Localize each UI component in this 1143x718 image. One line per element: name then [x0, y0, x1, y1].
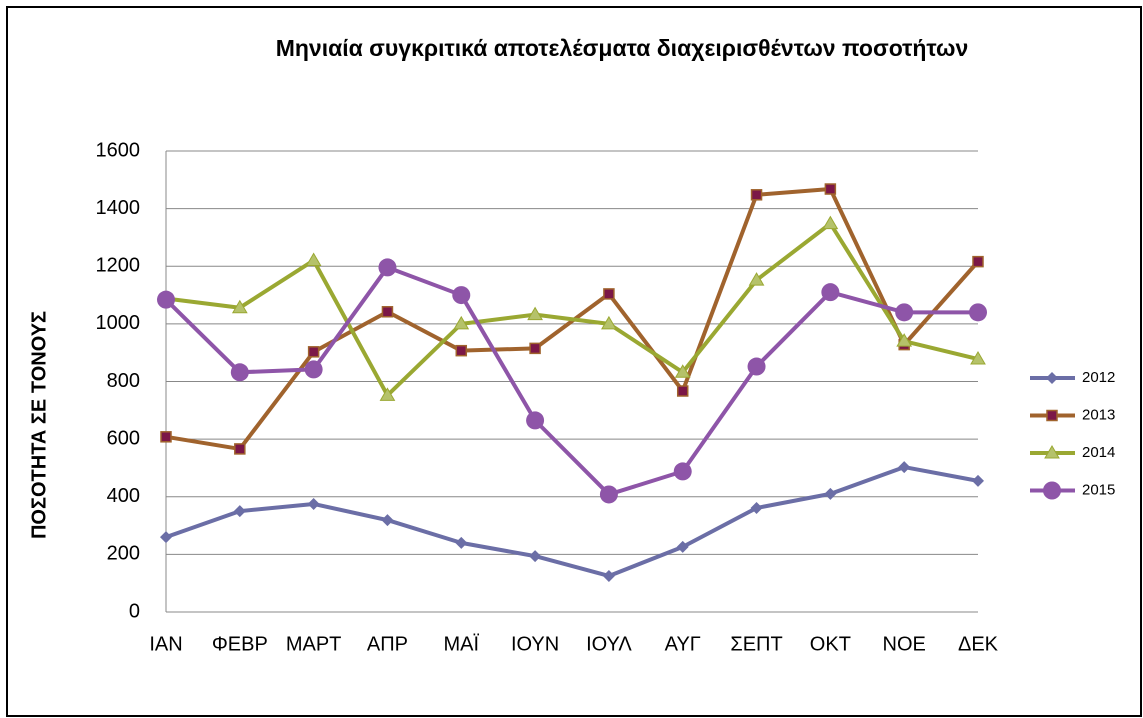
marker: [526, 411, 545, 430]
marker: [824, 183, 837, 195]
marker: [160, 431, 172, 443]
legend-marker: [1043, 481, 1061, 500]
marker: [455, 344, 468, 357]
marker: [307, 346, 320, 358]
marker: [970, 351, 986, 365]
marker: [527, 306, 543, 321]
marker: [529, 342, 541, 355]
x-tick-label: ΙΟΥΛ: [586, 633, 632, 655]
marker: [381, 306, 394, 318]
marker: [378, 258, 397, 277]
marker: [602, 569, 615, 582]
y-tick-label: 1000: [96, 312, 141, 334]
legend-label: 2014: [1082, 444, 1115, 461]
marker: [896, 333, 913, 347]
marker: [898, 461, 911, 474]
x-tick-label: ΜΑΪ: [443, 633, 479, 655]
legend-marker: [1046, 372, 1058, 384]
marker: [895, 303, 914, 322]
legend-label: 2015: [1082, 481, 1115, 498]
x-tick-label: ΙΑΝ: [149, 633, 182, 655]
x-tick-label: ΔΕΚ: [958, 633, 999, 655]
marker: [455, 536, 468, 549]
y-tick-label: 400: [107, 485, 140, 507]
y-tick-label: 800: [107, 370, 140, 392]
chart-title: Μηνιαία συγκριτικά αποτελέσματα διαχειρι…: [276, 35, 969, 61]
marker: [673, 462, 692, 481]
y-tick-label: 1400: [96, 197, 141, 219]
y-tick-label: 600: [107, 427, 140, 449]
marker: [972, 474, 984, 487]
x-tick-label: ΝΟΕ: [883, 633, 926, 655]
marker: [601, 315, 617, 330]
x-tick-label: ΦΕΒΡ: [212, 633, 268, 655]
y-tick-label: 0: [129, 600, 140, 622]
marker: [824, 487, 837, 500]
marker: [821, 283, 840, 302]
y-tick-label: 200: [107, 543, 140, 565]
series-line: [165, 221, 979, 398]
y-tick-label: 1600: [96, 139, 141, 161]
marker: [747, 357, 766, 376]
marker: [307, 497, 320, 510]
marker: [230, 363, 249, 382]
marker: [599, 485, 618, 504]
marker: [676, 385, 689, 397]
series-line: [165, 465, 979, 578]
marker: [453, 315, 470, 330]
x-tick-label: ΙΟΥΝ: [511, 633, 559, 655]
marker: [231, 299, 248, 314]
x-tick-label: ΑΠΡ: [367, 633, 408, 655]
marker: [676, 540, 689, 553]
series-line: [164, 265, 978, 497]
x-tick-label: ΣΕΠΤ: [730, 633, 782, 655]
marker: [674, 364, 691, 378]
marker: [969, 303, 987, 322]
marker: [233, 505, 246, 518]
x-tick-label: ΑΥΓ: [665, 633, 701, 655]
marker: [234, 443, 246, 455]
legend-marker: [1044, 445, 1060, 459]
marker: [157, 290, 175, 309]
legend-label: 2013: [1082, 406, 1115, 423]
marker: [750, 189, 763, 201]
marker: [748, 272, 765, 286]
legend-marker: [1046, 409, 1058, 422]
marker: [750, 501, 763, 514]
marker: [822, 215, 839, 230]
marker: [305, 252, 322, 266]
legend-label: 2012: [1082, 369, 1115, 386]
marker: [379, 387, 396, 401]
marker: [452, 286, 471, 305]
chart-frame: [6, 6, 1142, 717]
marker: [304, 360, 323, 379]
marker: [529, 550, 542, 563]
x-tick-label: ΜΑΡΤ: [286, 633, 342, 655]
marker: [603, 288, 615, 300]
marker: [972, 255, 984, 268]
marker: [381, 514, 394, 527]
y-tick-label: 1200: [96, 255, 141, 277]
x-tick-label: ΟΚΤ: [810, 633, 851, 655]
marker: [160, 531, 172, 544]
y-axis-label: ΠΟΣΟΤΗΤΑ ΣΕ ΤΟΝΟΥΣ: [28, 311, 50, 539]
